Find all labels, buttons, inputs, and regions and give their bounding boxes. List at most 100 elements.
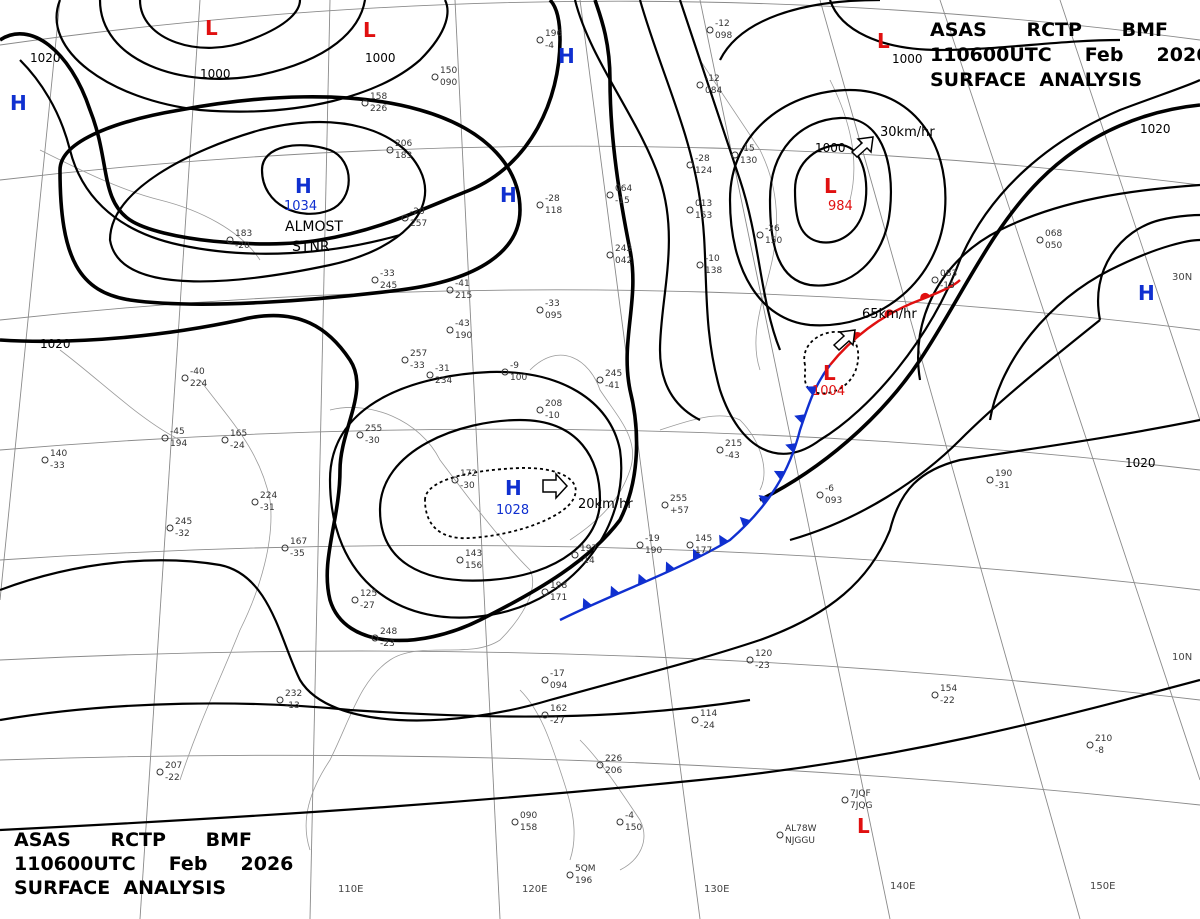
isobars: [0, 0, 1200, 832]
isobar-label-1020-w: 1020: [40, 337, 71, 351]
isobar-label-1020-e: 1020: [1125, 456, 1156, 470]
station-tendency: 245: [380, 281, 397, 291]
station-circle: [181, 374, 189, 382]
high-center-1028: H: [505, 476, 522, 500]
isobar-labels: 1020 1000 1000 1000 1000 1020 1020 1020: [30, 51, 1171, 470]
station-pressure: 248: [380, 627, 397, 637]
station-circle: [696, 261, 704, 269]
station-pressure: 198: [550, 581, 567, 591]
header-line-2: 110600UTC Feb 2026: [930, 44, 1200, 66]
high-center-north: H: [558, 44, 575, 68]
cold-front-triangle: [805, 386, 817, 396]
station-pressure: 013: [695, 199, 712, 209]
station-circle: [731, 151, 739, 159]
station-pressure: 140: [50, 449, 67, 459]
station-tendency: 084: [705, 86, 722, 96]
station-tendency: -22: [940, 696, 955, 706]
isobar-label-1020-ne: 1020: [1140, 122, 1171, 136]
station-pressure: 125: [360, 589, 377, 599]
station-tendency: 100: [510, 373, 527, 383]
high-note-stnr: STNR: [292, 239, 330, 255]
station-pressure: 206: [395, 139, 412, 149]
cold-front-triangle: [758, 494, 770, 505]
station-circle: [276, 696, 284, 704]
station-circle: [431, 73, 439, 81]
station-tendency: -4: [545, 41, 554, 51]
station-circle: [446, 286, 454, 294]
station-tendency: -24: [700, 721, 715, 731]
station-circle: [691, 716, 699, 724]
station-circle: [776, 831, 784, 839]
station-tendency: 234: [435, 376, 452, 386]
station-circle: [596, 761, 604, 769]
station-tendency: 190: [455, 331, 472, 341]
station-pressure: -12: [705, 74, 720, 84]
cold-front-triangle: [773, 470, 786, 480]
station-circle: [426, 371, 434, 379]
motion-arrow-icon: [832, 329, 856, 352]
station-pressure: -17: [550, 669, 565, 679]
station-pressure: 255: [670, 494, 687, 504]
station-pressure: 224: [260, 491, 277, 501]
station-circle: [571, 551, 579, 559]
station-pressure: 215: [725, 439, 742, 449]
station-circle: [536, 201, 544, 209]
station-tendency: NJGGU: [785, 836, 815, 846]
station-circle: [686, 161, 694, 169]
cold-front-triangle: [739, 516, 751, 528]
station-circle: [1086, 741, 1094, 749]
station-pressure: 245: [175, 517, 192, 527]
station-pressure: 183: [235, 229, 252, 239]
station-circle: [226, 236, 234, 244]
station-circle: [356, 431, 364, 439]
station-pressure: 172: [460, 469, 477, 479]
station-pressure: AL78W: [785, 824, 817, 834]
station-circle: [596, 376, 604, 384]
footer-line-3: SURFACE ANALYSIS: [14, 877, 226, 899]
station-pressure: -26: [765, 224, 780, 234]
station-tendency: -33: [50, 461, 65, 471]
station-pressure: -19: [645, 534, 660, 544]
station-pressure: -41: [455, 279, 470, 289]
station-pressure: 208: [545, 399, 562, 409]
station-circle: [541, 588, 549, 596]
station-pressure: 245: [605, 369, 622, 379]
cold-front-barbs: [582, 386, 817, 610]
station-tendency: -27: [550, 716, 565, 726]
station-tendency: -30: [365, 436, 380, 446]
station-tendency: -8: [1095, 746, 1104, 756]
station-pressure: -28: [545, 194, 560, 204]
station-tendency: 156: [465, 561, 482, 571]
station-pressure: -28: [695, 154, 710, 164]
fronts: [559, 279, 961, 622]
station-circle: [536, 406, 544, 414]
station-circle: [156, 768, 164, 776]
station-pressure: 154: [940, 684, 957, 694]
station-tendency: 138: [705, 266, 722, 276]
station-pressure: 255: [365, 424, 382, 434]
cold-front: [559, 364, 831, 622]
station-tendency: 042: [615, 256, 632, 266]
station-tendency: -14: [580, 556, 595, 566]
station-pressure: -45: [170, 427, 185, 437]
header-line-3: SURFACE ANALYSIS: [930, 69, 1142, 91]
station-pressure: -12: [715, 19, 730, 29]
high-center-mongolia: H: [500, 183, 517, 207]
station-circle: [841, 796, 849, 804]
lon-label-110e: 110E: [338, 884, 363, 895]
cold-front-triangle: [785, 443, 797, 453]
station-circle: [281, 544, 289, 552]
station-tendency: -23: [380, 639, 395, 649]
station-circle: [351, 596, 359, 604]
station-pressure: 190: [995, 469, 1012, 479]
lat-label-10n: 10N: [1172, 652, 1192, 663]
isobar-label-1000-d: 1000: [892, 52, 923, 66]
station-circle: [931, 276, 939, 284]
station-pressure: 064: [615, 184, 632, 194]
station-tendency: 183: [395, 151, 412, 161]
station-tendency: -31: [995, 481, 1010, 491]
station-pressure: 068: [1045, 229, 1062, 239]
station-tendency: 190: [645, 546, 662, 556]
station-pressure: 090: [520, 811, 537, 821]
